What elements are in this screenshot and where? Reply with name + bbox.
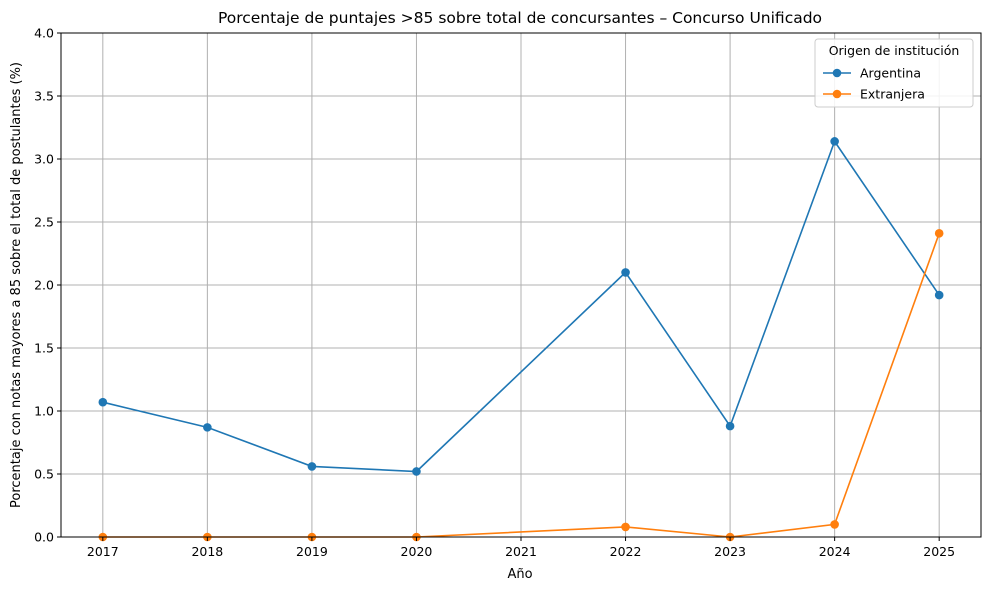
y-axis-label: Porcentaje con notas mayores a 85 sobre … (9, 62, 24, 508)
x-tick-label: 2020 (401, 544, 433, 559)
data-point-argentina (830, 137, 839, 146)
x-tick-label: 2022 (610, 544, 642, 559)
data-point-argentina (934, 290, 944, 300)
x-tick-label: 2025 (923, 544, 955, 559)
x-tick-label: 2017 (87, 544, 119, 559)
y-tick-label: 2.0 (34, 278, 54, 293)
legend-marker-extranjera (832, 89, 842, 99)
x-axis: 2017 2018 2019 2020 2021 2022 2023 2024 2025 (87, 537, 955, 559)
data-point-argentina (725, 421, 735, 431)
legend-box (814, 38, 974, 108)
legend-label-extranjera: Extranjera (860, 87, 925, 102)
y-tick-label: 1.5 (34, 341, 54, 356)
legend-label-argentina: Argentina (860, 66, 921, 81)
data-point-argentina (98, 397, 108, 407)
y-tick-label: 3.0 (34, 152, 54, 167)
legend-title: Origen de institución (829, 43, 960, 58)
data-point-extranjera (830, 520, 839, 529)
x-axis-label: Año (507, 567, 532, 582)
x-tick-label: 2018 (191, 544, 223, 559)
y-axis: 0.0 0.5 1.0 1.5 2.0 2.5 3.0 3.5 4.0 (34, 26, 61, 545)
data-point-argentina (203, 423, 212, 432)
data-point-extranjera (621, 522, 630, 532)
data-point-argentina (412, 467, 421, 476)
x-tick-label: 2019 (296, 544, 328, 559)
data-point-argentina (621, 268, 630, 277)
y-tick-label: 1.0 (34, 404, 54, 419)
chart-title: Porcentaje de puntajes >85 sobre total d… (218, 9, 822, 27)
y-tick-label: 0.5 (34, 467, 54, 482)
x-tick-label: 2021 (505, 544, 537, 559)
y-tick-label: 3.5 (34, 89, 54, 104)
series-line-argentina (102, 139, 940, 473)
x-tick-label: 2023 (714, 544, 746, 559)
data-point-extranjera (934, 229, 944, 238)
data-point-argentina (307, 462, 317, 471)
legend: Origen de institución Argentina Extranjera (814, 38, 974, 108)
y-tick-label: 0.0 (34, 530, 54, 545)
legend-marker-argentina (832, 68, 842, 78)
y-tick-label: 4.0 (34, 26, 54, 41)
x-tick-label: 2024 (819, 544, 851, 559)
y-tick-label: 2.5 (34, 215, 54, 230)
grid (61, 32, 981, 538)
